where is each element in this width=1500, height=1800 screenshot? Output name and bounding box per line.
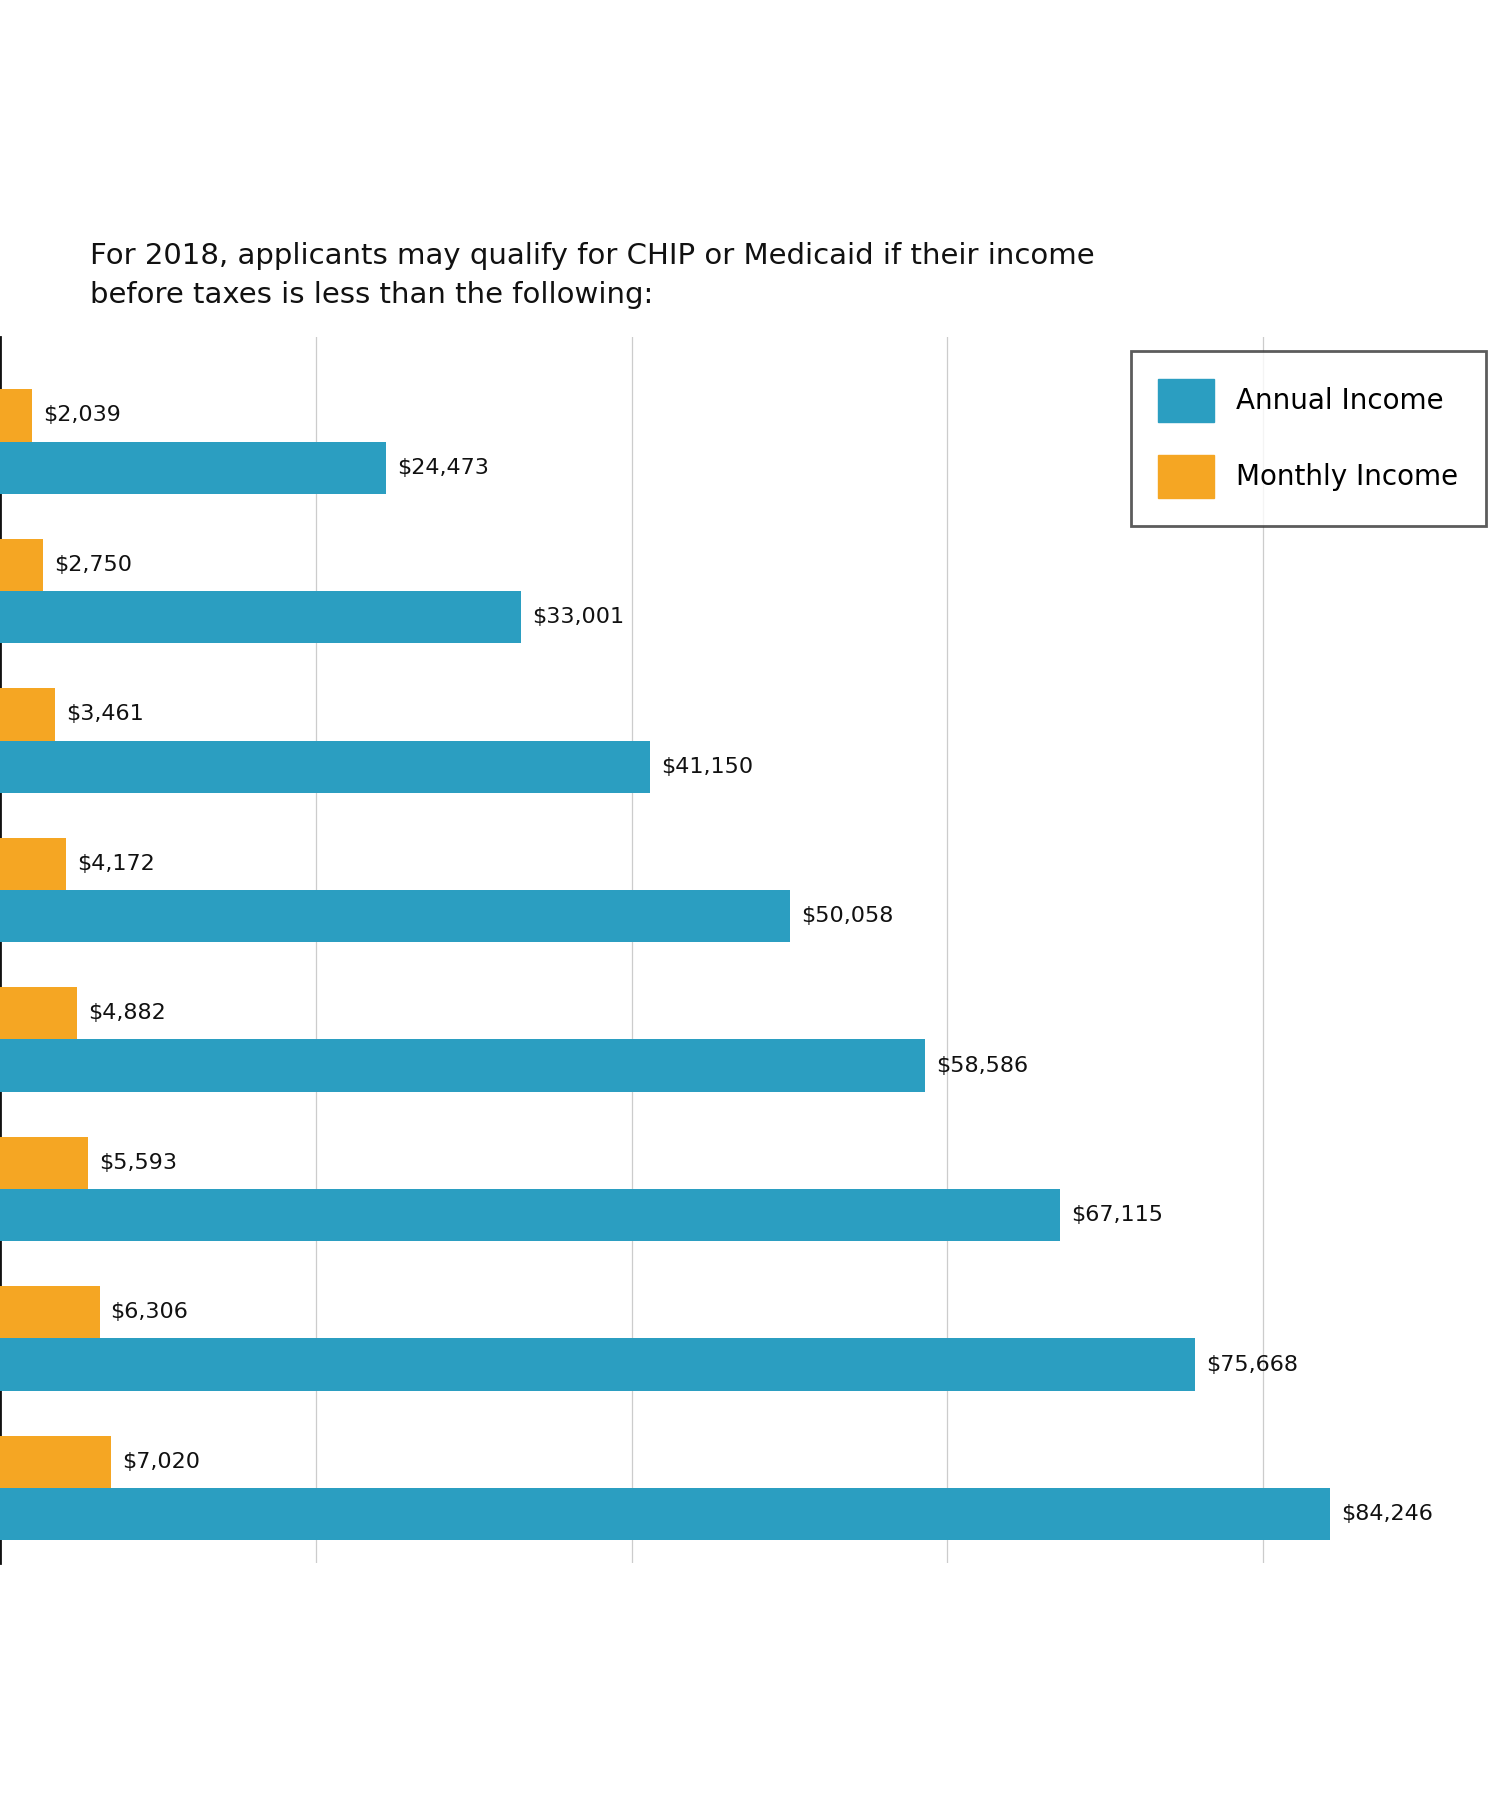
Bar bbox=[0, 1039, 926, 1093]
Bar bbox=[0, 441, 387, 493]
Text: $84,246: $84,246 bbox=[1341, 1505, 1432, 1525]
Text: MedicarePlanFinder.com: MedicarePlanFinder.com bbox=[346, 1616, 1154, 1674]
Text: $6,306: $6,306 bbox=[111, 1301, 189, 1323]
Text: $24,473: $24,473 bbox=[398, 457, 489, 477]
Bar bbox=[0, 1436, 111, 1489]
Bar bbox=[0, 1190, 1059, 1242]
Text: $58,586: $58,586 bbox=[936, 1055, 1028, 1076]
Bar bbox=[0, 688, 54, 740]
Text: $7,020: $7,020 bbox=[122, 1451, 200, 1472]
Legend: Annual Income, Monthly Income: Annual Income, Monthly Income bbox=[1131, 351, 1486, 526]
Text: $75,668: $75,668 bbox=[1206, 1355, 1298, 1375]
Bar bbox=[0, 389, 32, 441]
Bar bbox=[0, 1285, 99, 1339]
Text: For 2018, applicants may qualify for CHIP or Medicaid if their income
before tax: For 2018, applicants may qualify for CHI… bbox=[90, 243, 1095, 310]
Text: $41,150: $41,150 bbox=[662, 756, 753, 778]
Bar bbox=[0, 1136, 88, 1190]
Bar bbox=[0, 889, 790, 943]
Text: $3,461: $3,461 bbox=[66, 704, 144, 724]
Bar bbox=[0, 1339, 1196, 1391]
Bar bbox=[0, 986, 76, 1039]
Text: $4,882: $4,882 bbox=[88, 1003, 166, 1024]
Text: $2,750: $2,750 bbox=[54, 554, 132, 574]
Text: $67,115: $67,115 bbox=[1071, 1204, 1162, 1226]
Bar bbox=[0, 590, 520, 643]
Text: $50,058: $50,058 bbox=[801, 905, 894, 927]
Text: $5,593: $5,593 bbox=[99, 1152, 177, 1174]
Text: Powered by MEDICARE Health Benefits: Powered by MEDICARE Health Benefits bbox=[520, 1735, 980, 1760]
Text: $2,039: $2,039 bbox=[44, 405, 122, 425]
Text: $33,001: $33,001 bbox=[532, 607, 624, 626]
Bar bbox=[0, 1489, 1330, 1541]
Text: $4,172: $4,172 bbox=[76, 853, 154, 873]
Bar bbox=[0, 538, 44, 590]
Bar bbox=[0, 837, 66, 889]
Text: Texas Medicaid Income Guidelines: Texas Medicaid Income Guidelines bbox=[53, 79, 1500, 158]
Bar bbox=[0, 740, 650, 792]
